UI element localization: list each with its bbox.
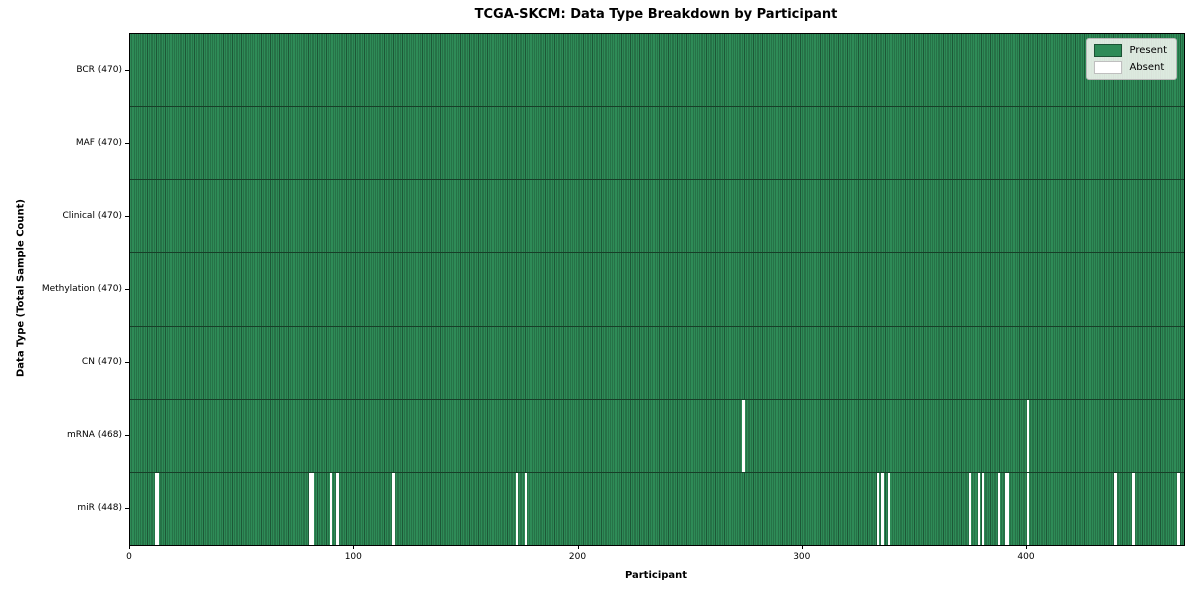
absent-gap: [1114, 472, 1117, 545]
x-tick-mark: [1026, 545, 1027, 549]
y-tick-mark: [125, 288, 129, 290]
absent-gap: [742, 399, 745, 472]
absent-gap: [887, 472, 891, 545]
absent-gap: [1177, 472, 1180, 545]
plot-area: Present Absent: [129, 33, 1185, 546]
y-tick-label-clinical: Clinical (470): [62, 210, 122, 221]
x-tick-mark: [129, 545, 130, 549]
row-cn: [130, 325, 1184, 399]
x-tick-label-400: 400: [1017, 552, 1035, 562]
absent-gap: [154, 472, 157, 545]
row-maf: [130, 106, 1184, 180]
y-tick-label-maf: MAF (470): [75, 137, 122, 148]
x-axis-label: Participant: [624, 570, 688, 581]
legend-label: Present: [1129, 45, 1167, 56]
legend: Present Absent: [1086, 38, 1177, 80]
absent-gap: [1027, 472, 1030, 545]
y-tick-label-bcr: BCR (470): [76, 64, 122, 75]
y-tick-label-mir: miR (448): [77, 502, 122, 513]
absent-gap: [876, 472, 880, 545]
present-swatch-icon: [1094, 44, 1123, 57]
y-tick-mark: [125, 361, 129, 363]
x-tick-mark: [801, 545, 803, 549]
absent-gap: [311, 472, 314, 545]
y-tick-mark: [125, 507, 129, 509]
x-tick-label-200: 200: [568, 552, 587, 562]
absent-gap: [997, 472, 1001, 545]
chart-title: TCGA-SKCM: Data Type Breakdown by Partic…: [474, 7, 838, 22]
absent-gap: [881, 472, 884, 545]
y-tick-label-mrna: mRNA (468): [67, 429, 122, 440]
y-tick-mark: [125, 142, 129, 144]
absent-gap: [392, 472, 395, 545]
legend-item-absent: Absent: [1094, 61, 1167, 74]
y-tick-mark: [125, 434, 129, 436]
absent-gap: [336, 472, 339, 545]
absent-gap: [515, 472, 519, 545]
x-tick-mark: [577, 545, 579, 549]
absent-gap: [982, 472, 985, 545]
absent-gap: [329, 472, 332, 545]
y-tick-mark: [125, 69, 129, 71]
legend-label: Absent: [1129, 62, 1165, 73]
absent-gap: [968, 472, 972, 545]
y-tick-mark: [125, 215, 129, 217]
absent-gap: [1004, 472, 1007, 545]
heatmap-grid: [130, 34, 1184, 545]
absent-gap: [156, 472, 160, 545]
absent-gap: [524, 472, 528, 545]
absent-gap: [309, 472, 312, 545]
absent-gap: [1027, 399, 1030, 472]
legend-item-present: Present: [1094, 44, 1167, 57]
y-tick-label-cn: CN (470): [81, 356, 122, 367]
y-tick-label-methylation: Methylation (470): [41, 283, 122, 294]
row-methylation: [130, 252, 1184, 326]
x-tick-label-300: 300: [793, 552, 811, 562]
absent-swatch-icon: [1094, 61, 1123, 74]
row-mrna: [130, 398, 1184, 472]
x-tick-mark: [353, 545, 355, 549]
absent-gap: [1006, 472, 1010, 545]
row-bcr: [130, 34, 1184, 107]
x-tick-label-100: 100: [344, 552, 362, 562]
row-clinical: [130, 179, 1184, 253]
absent-gap: [977, 472, 981, 545]
row-mir: [130, 471, 1184, 545]
x-tick-label-0: 0: [126, 552, 132, 562]
absent-gap: [1132, 472, 1135, 545]
